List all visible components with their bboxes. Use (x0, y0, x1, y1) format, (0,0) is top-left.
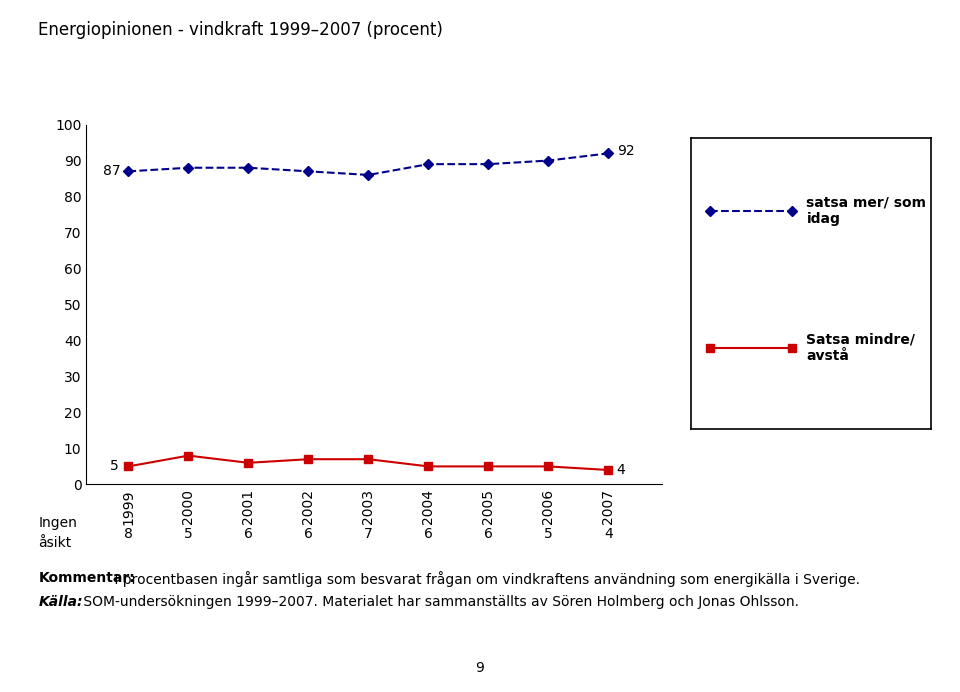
Text: 92: 92 (616, 143, 635, 158)
Text: åsikt: åsikt (38, 536, 72, 550)
Text: Energiopinionen - vindkraft 1999–2007 (procent): Energiopinionen - vindkraft 1999–2007 (p… (38, 21, 444, 39)
Text: Källa:: Källa: (38, 595, 83, 609)
Text: 8: 8 (124, 527, 132, 541)
Text: 5: 5 (184, 527, 193, 541)
Text: Kommentar:: Kommentar: (38, 571, 135, 585)
Text: 9: 9 (475, 661, 485, 675)
Text: 6: 6 (244, 527, 252, 541)
Text: 5: 5 (544, 527, 553, 541)
Text: Satsa mindre/
avstå: Satsa mindre/ avstå (806, 333, 916, 363)
Text: 4: 4 (616, 463, 626, 477)
Text: 6: 6 (484, 527, 492, 541)
Text: satsa mer/ som
idag: satsa mer/ som idag (806, 196, 926, 226)
Text: SOM-undersökningen 1999–2007. Materialet har sammanställts av Sören Holmberg och: SOM-undersökningen 1999–2007. Materialet… (79, 595, 799, 609)
Text: 6: 6 (424, 527, 433, 541)
Text: Ingen: Ingen (38, 516, 77, 529)
Text: 6: 6 (304, 527, 313, 541)
Text: I procentbasen ingår samtliga som besvarat frågan om vindkraftens användning som: I procentbasen ingår samtliga som besvar… (110, 571, 860, 587)
Text: 4: 4 (604, 527, 612, 541)
Text: 5: 5 (110, 459, 119, 473)
Text: 7: 7 (364, 527, 372, 541)
Text: 87: 87 (104, 164, 121, 179)
